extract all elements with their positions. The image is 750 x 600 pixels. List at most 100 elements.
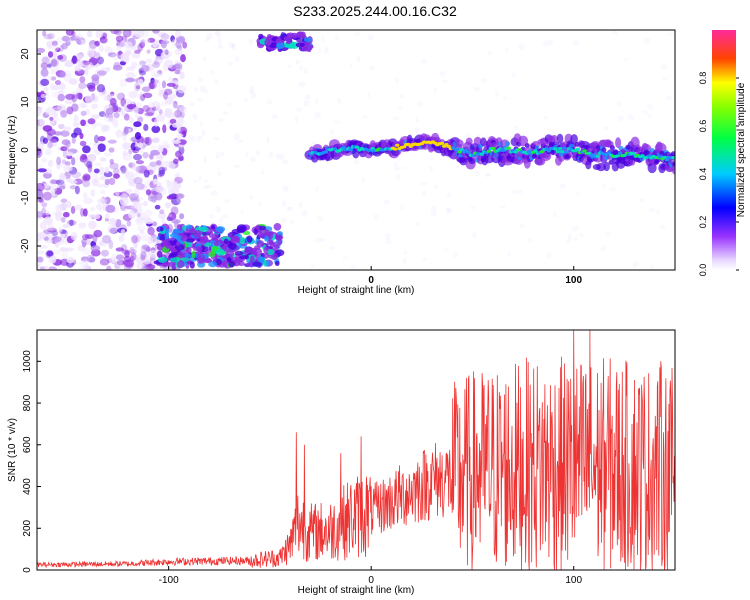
heatmap-cell <box>455 147 460 152</box>
heatmap-cell <box>90 94 99 103</box>
heatmap-cell <box>60 233 65 239</box>
heatmap-cell <box>513 125 518 130</box>
heatmap-cell <box>128 210 136 219</box>
heatmap-cell <box>125 71 136 79</box>
heatmap-cell <box>182 41 188 49</box>
heatmap-cell <box>130 252 137 261</box>
heatmap-cell <box>107 139 117 144</box>
heatmap-cell <box>136 254 141 261</box>
heatmap-cell <box>50 76 57 81</box>
heatmap-cell <box>155 114 166 122</box>
heatmap-cell <box>128 162 133 168</box>
heatmap-cell <box>334 120 341 124</box>
heatmap-cell <box>57 182 66 188</box>
heatmap-cell <box>44 226 53 232</box>
heatmap-cell <box>162 167 168 172</box>
heatmap-cell <box>131 166 141 172</box>
heatmap-cell <box>155 104 161 112</box>
heatmap-cell <box>479 152 485 156</box>
heatmap-cell <box>230 43 236 51</box>
heatmap-cell <box>115 129 123 138</box>
heatmap-cell <box>40 157 48 163</box>
heatmap-cell <box>646 103 654 110</box>
heatmap-cell <box>298 201 303 208</box>
heatmap-cell <box>661 64 667 71</box>
heatmap-cell <box>446 191 452 198</box>
heatmap-cell <box>248 38 254 46</box>
y-tick-label: 10 <box>20 96 31 108</box>
heatmap-cell <box>77 222 86 230</box>
heatmap-cell <box>162 261 171 267</box>
heatmap-cell <box>202 56 207 62</box>
colorbar-ticks: 0.0 0.2 0.4 0.6 0.8 <box>698 72 739 276</box>
colorbar-tick-label: 0.6 <box>698 120 708 133</box>
heatmap-y-label: Frequency (Hz) <box>7 116 18 185</box>
heatmap-cell <box>121 249 131 255</box>
heatmap-cell <box>263 231 270 238</box>
heatmap-cell <box>430 205 437 213</box>
heatmap-cell <box>167 188 175 195</box>
heatmap-cell <box>134 186 140 196</box>
heatmap-cell <box>59 185 66 190</box>
heatmap-cell <box>43 183 50 189</box>
heatmap-cell <box>298 65 304 71</box>
heatmap-cell <box>43 33 53 40</box>
heatmap-cell <box>164 59 174 69</box>
heatmap-cell <box>139 183 148 191</box>
heatmap-cell <box>149 161 158 167</box>
heatmap-cell <box>219 151 225 157</box>
heatmap-cell <box>355 31 361 36</box>
heatmap-cell <box>100 124 108 133</box>
heatmap-cell <box>84 174 91 181</box>
heatmap-cell <box>99 175 107 181</box>
heatmap-cell <box>659 224 666 230</box>
heatmap-cell <box>362 115 368 119</box>
heatmap-cell <box>255 150 261 156</box>
heatmap-cell <box>301 210 308 218</box>
heatmap-blobs <box>37 30 675 270</box>
heatmap-cell <box>244 97 249 103</box>
heatmap-cell <box>164 144 170 149</box>
heatmap-cell <box>217 170 222 177</box>
heatmap-cell <box>487 50 492 56</box>
heatmap-cell <box>603 161 610 172</box>
heatmap-cell <box>51 40 58 47</box>
heatmap-cell <box>88 220 97 230</box>
heatmap-cell <box>91 74 100 82</box>
heatmap-cell <box>267 100 273 105</box>
heatmap-cell <box>96 183 106 188</box>
heatmap-cell <box>96 83 106 93</box>
heatmap-cell <box>58 83 65 90</box>
heatmap-cell <box>263 259 268 267</box>
heatmap-cell <box>168 213 172 218</box>
heatmap-cell <box>555 150 560 154</box>
heatmap-cell <box>56 156 62 166</box>
heatmap-cell <box>173 63 181 70</box>
heatmap-cell <box>123 102 129 112</box>
heatmap-cell <box>111 117 118 126</box>
heatmap-cell <box>267 248 275 256</box>
heatmap-cell <box>446 207 452 213</box>
heatmap-cell <box>51 188 56 197</box>
heatmap-cell <box>176 85 187 94</box>
heatmap-cell <box>210 190 218 196</box>
heatmap-cell <box>46 141 52 150</box>
heatmap-cell <box>91 176 101 184</box>
heatmap-cell <box>137 207 144 213</box>
heatmap-cell <box>504 47 509 52</box>
heatmap-cell <box>90 189 96 197</box>
heatmap-cell <box>323 150 329 154</box>
heatmap-cell <box>71 171 82 179</box>
heatmap-cell <box>37 232 47 239</box>
heatmap-cell <box>38 266 46 270</box>
heatmap-cell <box>260 170 265 175</box>
heatmap-cell <box>71 56 78 65</box>
y-tick-label: -20 <box>20 238 31 253</box>
heatmap-cell <box>64 99 75 105</box>
heatmap-cell <box>443 247 449 252</box>
heatmap-cell <box>329 129 334 135</box>
heatmap-cell <box>264 235 270 242</box>
heatmap-cell <box>170 247 177 254</box>
heatmap-cell <box>107 217 117 226</box>
heatmap-cell <box>47 141 54 149</box>
